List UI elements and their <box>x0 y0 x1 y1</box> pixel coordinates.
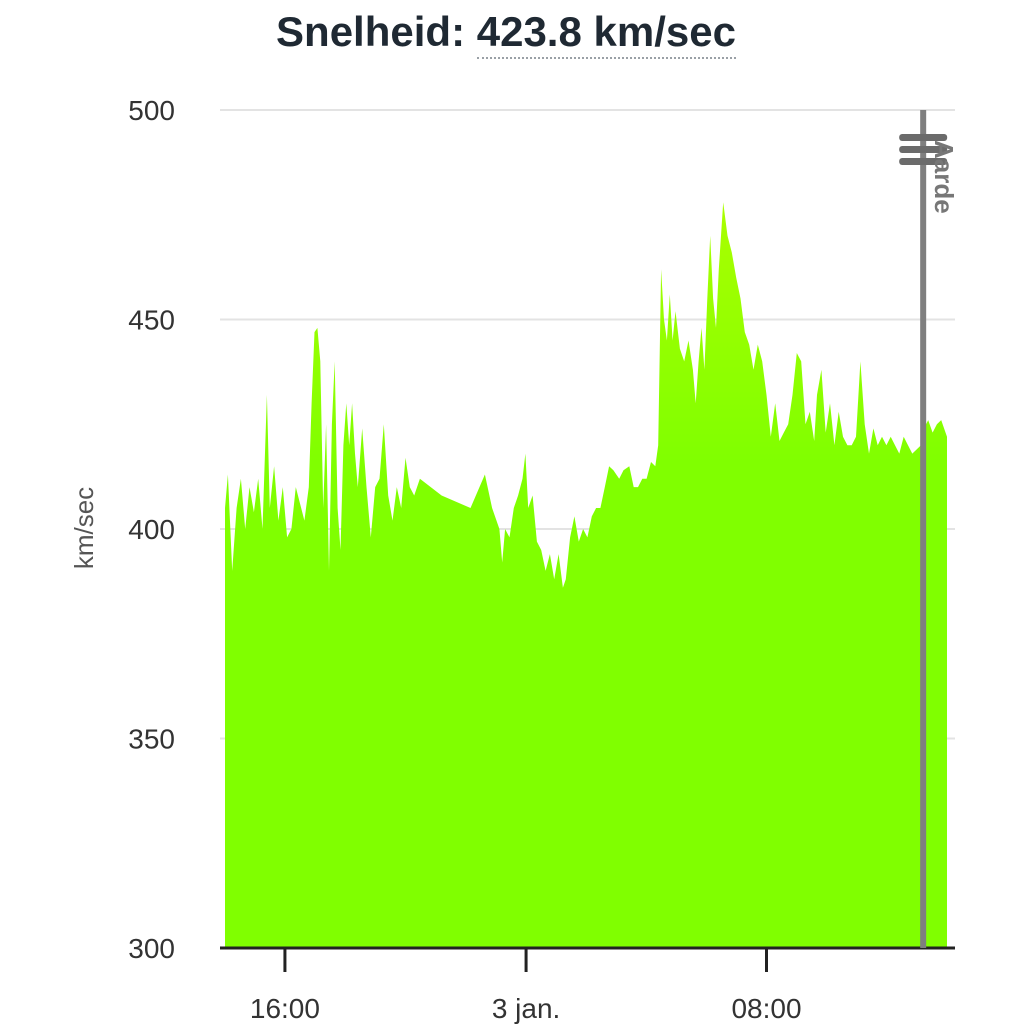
marker-handle-bar[interactable] <box>899 134 948 141</box>
marker-handle-bar[interactable] <box>899 146 948 153</box>
title-value[interactable]: 423.8 km/sec <box>476 8 736 59</box>
marker-handle-bar[interactable] <box>899 158 948 165</box>
area-layer <box>225 202 947 948</box>
x-tick-label: 16:00 <box>250 993 320 1024</box>
page-title: Snelheid: 423.8 km/sec <box>0 8 1012 59</box>
speed-area-series <box>225 202 947 948</box>
earth-marker-label: Aarde <box>929 140 959 214</box>
y-tick-label: 300 <box>128 933 175 964</box>
marker-layer: Aarde <box>899 110 959 948</box>
x-tick-label: 3 jan. <box>492 993 561 1024</box>
y-axis-title: km/sec <box>69 487 99 569</box>
axes: 300 350 400 450 500 16:00 3 jan. 08:00 <box>128 95 955 1024</box>
y-tick-label: 500 <box>128 95 175 126</box>
y-tick-label: 350 <box>128 724 175 755</box>
marker-handle-icon[interactable] <box>899 134 948 165</box>
y-tick-label: 400 <box>128 514 175 545</box>
y-tick-label: 450 <box>128 305 175 336</box>
x-tick-label: 08:00 <box>731 993 801 1024</box>
title-label: Snelheid: <box>276 8 466 55</box>
